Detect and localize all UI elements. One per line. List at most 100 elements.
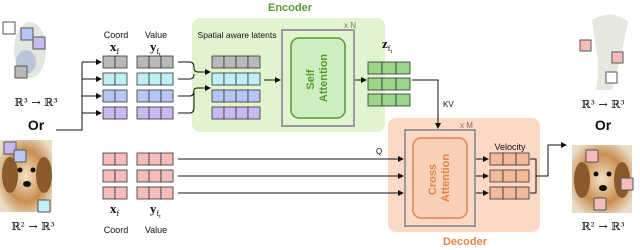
token-cell [367, 93, 383, 107]
label-line: Cross [427, 164, 439, 195]
arrows [56, 59, 566, 196]
token-cell [235, 55, 249, 69]
token-cell [395, 77, 411, 91]
sym-sub: f [157, 47, 160, 56]
token-cell [114, 169, 128, 183]
token-cell [160, 55, 174, 69]
token-cell [102, 169, 116, 183]
right-top-mapping: ℝ³ → ℝ³ [581, 98, 624, 111]
cross-attention-frame [404, 129, 476, 227]
self-attention-label: Self Attention [305, 54, 330, 103]
token-cell [502, 186, 517, 200]
label-line: Self [305, 69, 317, 90]
repeat-n: x N [344, 21, 356, 30]
token-cell [515, 186, 530, 200]
self-attention-frame [281, 29, 355, 127]
token-cell [502, 169, 517, 183]
token-cell [160, 152, 174, 166]
token-cell [136, 106, 150, 120]
token-cell [381, 93, 397, 107]
left-top-mapping: ℝ³ → ℝ³ [14, 96, 57, 109]
sym-subsub: t [159, 52, 161, 58]
kv-label: KV [443, 100, 454, 109]
token-cell [102, 106, 116, 120]
repeat-m: x M [460, 121, 473, 130]
coord-label: Coord [104, 225, 129, 235]
token-cell [395, 93, 411, 107]
token-cell [211, 89, 225, 103]
token-cell [148, 169, 162, 183]
token-cell [367, 77, 383, 91]
right-bottom-mapping: ℝ² → ℝ³ [581, 220, 624, 233]
sym-subsub: t [390, 49, 392, 55]
token-cell [148, 186, 162, 200]
value-label: Value [145, 225, 167, 235]
token-cell [395, 61, 411, 75]
cross-attention-label: Cross Attention [427, 154, 452, 203]
token-cell [114, 106, 128, 120]
token-cell [223, 106, 237, 120]
token-cell [160, 72, 174, 86]
token-cell [136, 89, 150, 103]
token-cell [235, 89, 249, 103]
label-line: Attention [440, 154, 452, 203]
self-attention-block [290, 37, 346, 119]
token-cell [223, 72, 237, 86]
value-symbol: yft [150, 201, 161, 220]
token-cell [489, 169, 504, 183]
token-cell [235, 72, 249, 86]
token-cell [102, 72, 116, 86]
token-cell [102, 152, 116, 166]
q-label: Q [376, 147, 382, 156]
coord-symbol: xf [110, 39, 120, 56]
token-cell [114, 89, 128, 103]
token-cell [211, 72, 225, 86]
token-cell [367, 61, 383, 75]
token-cell [148, 89, 162, 103]
token-cell [247, 89, 261, 103]
token-cell [136, 72, 150, 86]
token-cell [114, 72, 128, 86]
sym-base: y [150, 201, 157, 216]
left-or: Or [28, 117, 45, 133]
sym-sub: f [157, 209, 160, 218]
token-cell [148, 72, 162, 86]
token-cell [114, 55, 128, 69]
token-cell [136, 55, 150, 69]
latents-label: Spatial aware latents [198, 30, 277, 40]
sym-sub: f [388, 44, 391, 53]
token-cell [114, 186, 128, 200]
point-cloud-right [579, 14, 628, 90]
dog-image-left [0, 140, 52, 213]
token-cell [136, 169, 150, 183]
token-cells [102, 55, 530, 200]
point-cloud-left [2, 21, 46, 79]
token-cell [515, 169, 530, 183]
decoder-title: Decoder [443, 236, 488, 248]
token-cell [114, 152, 128, 166]
token-cell [160, 186, 174, 200]
token-cell [502, 152, 517, 166]
token-cell [160, 169, 174, 183]
token-cell [247, 72, 261, 86]
sym-base: y [150, 39, 157, 54]
value-symbol: yft [150, 39, 161, 58]
token-cell [148, 106, 162, 120]
coord-symbol: xf [110, 201, 120, 218]
token-cell [381, 77, 397, 91]
right-or: Or [595, 117, 612, 133]
sym-sub: f [117, 47, 120, 56]
encoder-title: Encoder [268, 2, 313, 14]
token-cell [515, 152, 530, 166]
sym-subsub: t [159, 214, 161, 220]
token-cell [489, 152, 504, 166]
token-cell [211, 55, 225, 69]
token-cell [223, 89, 237, 103]
z-symbol: zft [382, 36, 392, 55]
token-cell [223, 55, 237, 69]
coord-label: Coord [104, 30, 129, 40]
value-label: Value [145, 30, 167, 40]
dog-image-right [572, 145, 634, 213]
token-cell [381, 61, 397, 75]
token-cell [148, 152, 162, 166]
